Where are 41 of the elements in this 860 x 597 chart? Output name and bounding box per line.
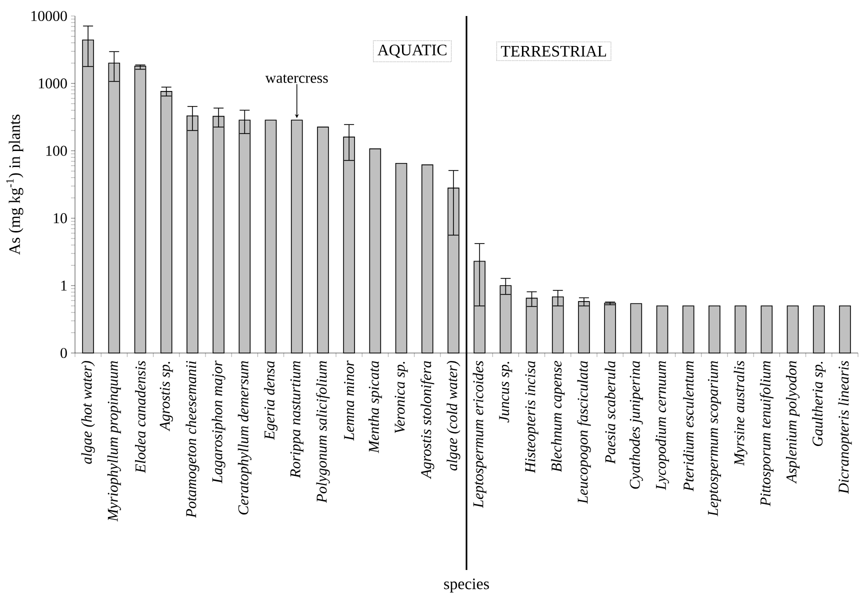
- y-tick-label: 1: [61, 280, 67, 291]
- x-tick-label: Lagarosiphon major: [212, 360, 226, 484]
- y-tick-label: 1000: [38, 78, 67, 88]
- y-axis-title: As (mg kg$^{-1}$) in plants: [6, 114, 24, 255]
- x-tick-label: Lycopodium cernuum: [655, 361, 670, 490]
- x-tick-label: Gaultheria sp.: [812, 362, 826, 446]
- x-tick-label: Egeria densa: [264, 361, 278, 440]
- x-tick-label: Polygonum salicifolium: [316, 361, 330, 503]
- x-tick-label: Pittosporum tenuifolium: [760, 361, 774, 506]
- x-tick-label: Elodea canadensis: [135, 360, 146, 474]
- x-tick-label: Histeopteris incisa: [525, 361, 538, 474]
- x-axis-title: species: [444, 578, 489, 592]
- x-tick-label: Agrostis stolonifera: [420, 361, 434, 480]
- x-tick-label: Agrostis sp.: [160, 362, 173, 432]
- annotation: TERRESTRIAL: [500, 46, 606, 57]
- x-tick-label: Lemna minor: [344, 360, 354, 441]
- annotation: AQUATIC: [378, 44, 446, 58]
- x-tick-label: Leptospermum ericoides: [472, 360, 486, 508]
- x-tick-label: algae (hot water): [81, 360, 95, 464]
- x-tick-label: algae (cold water): [446, 360, 460, 470]
- x-tick-label: Asplenium polyodon: [786, 361, 800, 484]
- x-tick-label: Myriophyllum propinquum: [107, 361, 121, 522]
- x-tick-label: Leptospermum scoparium: [708, 361, 721, 516]
- x-tick-label: Blechnum capense: [551, 360, 565, 472]
- y-tick-label: 10: [54, 213, 67, 224]
- x-tick-label: Mentha spicata: [368, 361, 382, 454]
- x-tick-label: Potamogeton cheesemanii: [186, 360, 200, 518]
- x-tick-label: Veronica sp.: [394, 362, 408, 434]
- y-tick-label: 10000: [31, 10, 67, 22]
- y-tick-label: 100: [46, 146, 67, 156]
- x-tick-label: Paesia scaberula: [604, 361, 616, 464]
- x-tick-label: Leucopogon fasciculata: [577, 361, 591, 504]
- x-tick-label: Pteridium esculentum: [683, 361, 694, 492]
- x-tick-label: Dicranopteris linearis: [838, 360, 852, 494]
- x-tick-label: Juncus sp.: [499, 362, 512, 423]
- x-tick-label: Myrsine australis: [734, 360, 748, 466]
- annotation: watercress: [265, 74, 328, 83]
- y-tick-label: 0: [60, 348, 67, 358]
- x-tick-label: Ceratophyllum demersum: [238, 361, 252, 515]
- x-tick-label: Rorippa nasturtium: [290, 361, 304, 478]
- x-tick-label: Cyathodes juniperina: [629, 361, 643, 489]
